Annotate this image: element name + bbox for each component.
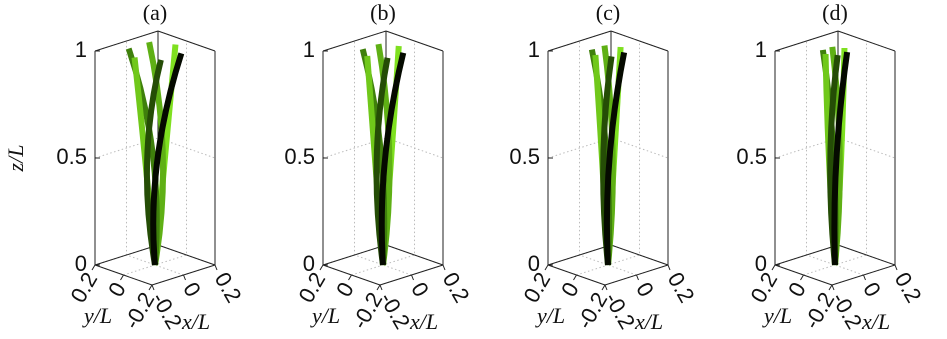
tick-mark (667, 264, 671, 271)
tick-mark (319, 264, 324, 271)
x-tick-label: 0 (178, 278, 206, 301)
z-tick-label: 1 (755, 37, 767, 62)
filament (150, 52, 185, 266)
tick-mark (91, 264, 96, 271)
tick-mark (183, 274, 186, 281)
filament (831, 51, 851, 266)
axis-line (94, 244, 159, 266)
tick-mark (544, 264, 549, 271)
z-tick-label: 1 (75, 37, 87, 62)
x-tick-label: 0.2 (663, 268, 700, 307)
tick-mark (771, 264, 776, 271)
tick-mark (214, 264, 218, 271)
z-tick-label: 0.5 (56, 144, 87, 169)
axis-line (774, 30, 839, 52)
axis-line (610, 244, 669, 266)
z-tick-label: 0 (755, 251, 767, 276)
grid-line (547, 30, 669, 52)
x-tick-label: 0 (406, 278, 434, 301)
axis-line (547, 244, 612, 266)
z-tick-label: 1 (303, 37, 315, 62)
tick-mark (442, 264, 446, 271)
x-axis-label: x/L (181, 309, 210, 334)
y-axis-label: y/L (535, 303, 565, 328)
axis-line (157, 244, 216, 266)
z-axis-label: z/L (3, 145, 28, 173)
axis-line (837, 244, 896, 266)
tick-mark (831, 284, 835, 291)
y-axis-label: y/L (310, 303, 340, 328)
y-tick-label: 0.2 (518, 268, 555, 307)
x-axis-label: x/L (409, 309, 438, 334)
grid-line (351, 41, 415, 276)
panel-title: (c) (596, 0, 620, 25)
tick-mark (348, 274, 352, 281)
x-tick-label: 0.2 (210, 268, 247, 307)
axis-line (547, 30, 612, 52)
y-tick-label: 0.2 (745, 268, 782, 307)
axis-line (94, 30, 159, 52)
tick-mark (601, 284, 606, 291)
tick-mark (379, 284, 383, 291)
z-tick-label: 0 (75, 251, 87, 276)
filament (603, 51, 628, 266)
axis-line (385, 30, 444, 52)
y-axis-label: y/L (762, 303, 792, 328)
tick-mark (148, 284, 153, 291)
z-tick-label: 0.5 (284, 144, 315, 169)
tick-mark (894, 264, 898, 271)
x-tick-label: 0 (631, 278, 659, 301)
tick-mark (800, 274, 804, 281)
tick-mark (604, 284, 608, 291)
axis-line (322, 244, 387, 266)
grid-line (94, 30, 216, 52)
axis-line (837, 30, 896, 52)
z-tick-label: 1 (528, 37, 540, 62)
tick-mark (863, 274, 866, 281)
tick-mark (828, 284, 833, 291)
filament (378, 52, 407, 266)
panel-title: (a) (143, 0, 167, 25)
tick-mark (120, 274, 124, 281)
tick-mark (573, 274, 577, 281)
grid-line (123, 41, 187, 276)
panel-title: (b) (370, 0, 396, 25)
axis-line (610, 30, 669, 52)
axis-line (774, 244, 839, 266)
y-tick-label: 0 (331, 278, 359, 301)
x-axis-label: x/L (861, 309, 890, 334)
y-tick-label: 0.2 (293, 268, 330, 307)
axis-line (322, 30, 387, 52)
y-tick-label: 0 (783, 278, 811, 301)
y-tick-label: 0 (103, 278, 131, 301)
panel-title: (d) (822, 0, 848, 25)
z-tick-label: 0.5 (509, 144, 540, 169)
tick-mark (411, 274, 414, 281)
grid-line (322, 30, 444, 52)
x-tick-label: 0 (858, 278, 886, 301)
z-tick-label: 0 (303, 251, 315, 276)
y-tick-label: 0 (556, 278, 584, 301)
z-tick-label: 0 (528, 251, 540, 276)
grid-line (576, 41, 640, 276)
tick-mark (636, 274, 639, 281)
x-axis-label: x/L (634, 309, 663, 334)
tick-mark (376, 284, 381, 291)
z-tick-label: 0.5 (736, 144, 767, 169)
x-tick-label: 0.2 (438, 268, 475, 307)
tick-mark (151, 284, 155, 291)
grid-line (803, 41, 867, 276)
y-tick-label: 0.2 (65, 268, 102, 307)
axis-line (157, 30, 216, 52)
y-axis-label: y/L (82, 303, 112, 328)
axis-line (385, 244, 444, 266)
x-tick-label: 0.2 (890, 268, 927, 307)
